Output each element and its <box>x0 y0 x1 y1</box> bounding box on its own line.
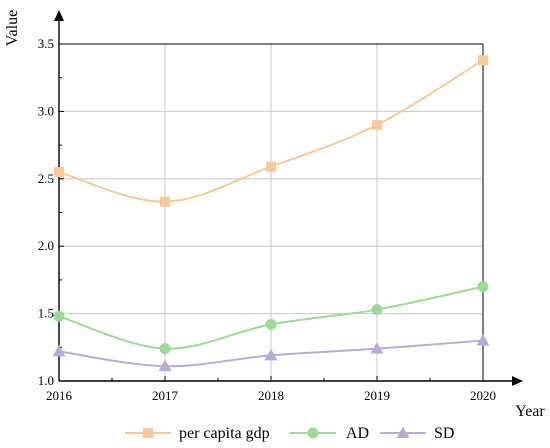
y-axis-title: Value <box>4 10 21 46</box>
x-axis-title: Year <box>515 403 545 420</box>
y-tick-label: 2.0 <box>38 238 54 253</box>
legend-item-ad: AD <box>290 425 369 442</box>
data-point-per-capita-gdp <box>372 119 382 130</box>
legend-marker-ad <box>307 427 319 439</box>
legend-label-sd: SD <box>434 425 454 442</box>
legend-item-sd: SD <box>380 425 454 442</box>
data-point-ad <box>265 318 277 330</box>
data-point-ad <box>53 310 65 322</box>
x-tick-label: 2018 <box>258 388 284 403</box>
legend: per capita gdp AD SD <box>125 425 454 442</box>
grid-lines <box>59 43 484 381</box>
y-tick-label: 1.0 <box>38 373 54 388</box>
data-point-per-capita-gdp <box>478 55 488 66</box>
x-axis-arrow <box>512 376 523 386</box>
x-tick-label: 2017 <box>152 388 179 403</box>
series-per-capita-gdp <box>54 55 488 207</box>
legend-marker-per-capita-gdp <box>143 428 153 438</box>
data-point-per-capita-gdp <box>160 196 170 207</box>
series-sd <box>52 334 490 372</box>
y-axis-arrow <box>54 10 64 21</box>
y-tick-labels: 1.0 1.5 2.0 2.5 3.0 3.5 <box>38 36 54 388</box>
x-tick-label: 2019 <box>364 388 390 403</box>
data-point-per-capita-gdp <box>54 167 64 178</box>
data-point-per-capita-gdp <box>266 161 276 172</box>
y-tick-label: 3.0 <box>38 103 54 118</box>
x-tick-label: 2020 <box>470 388 496 403</box>
data-point-ad <box>159 343 171 355</box>
legend-label-per-capita-gdp: per capita gdp <box>179 425 270 442</box>
legend-item-per-capita-gdp: per capita gdp <box>125 425 270 442</box>
data-point-ad <box>477 281 489 293</box>
data-point-ad <box>371 304 383 316</box>
x-tick-labels: 2016 2017 2018 2019 2020 <box>46 388 496 403</box>
y-tick-label: 2.5 <box>38 171 54 186</box>
legend-label-ad: AD <box>346 425 369 442</box>
x-tick-label: 2016 <box>46 388 73 403</box>
data-point-sd <box>370 342 384 354</box>
series-ad <box>53 281 489 355</box>
data-point-sd <box>264 348 278 361</box>
series-layer <box>52 55 490 372</box>
axes <box>54 10 523 386</box>
y-tick-label: 3.5 <box>38 36 54 51</box>
y-tick-label: 1.5 <box>38 306 54 321</box>
data-point-sd <box>476 334 490 346</box>
data-point-sd <box>158 359 172 372</box>
data-point-sd <box>52 344 66 357</box>
legend-marker-sd <box>396 426 410 438</box>
